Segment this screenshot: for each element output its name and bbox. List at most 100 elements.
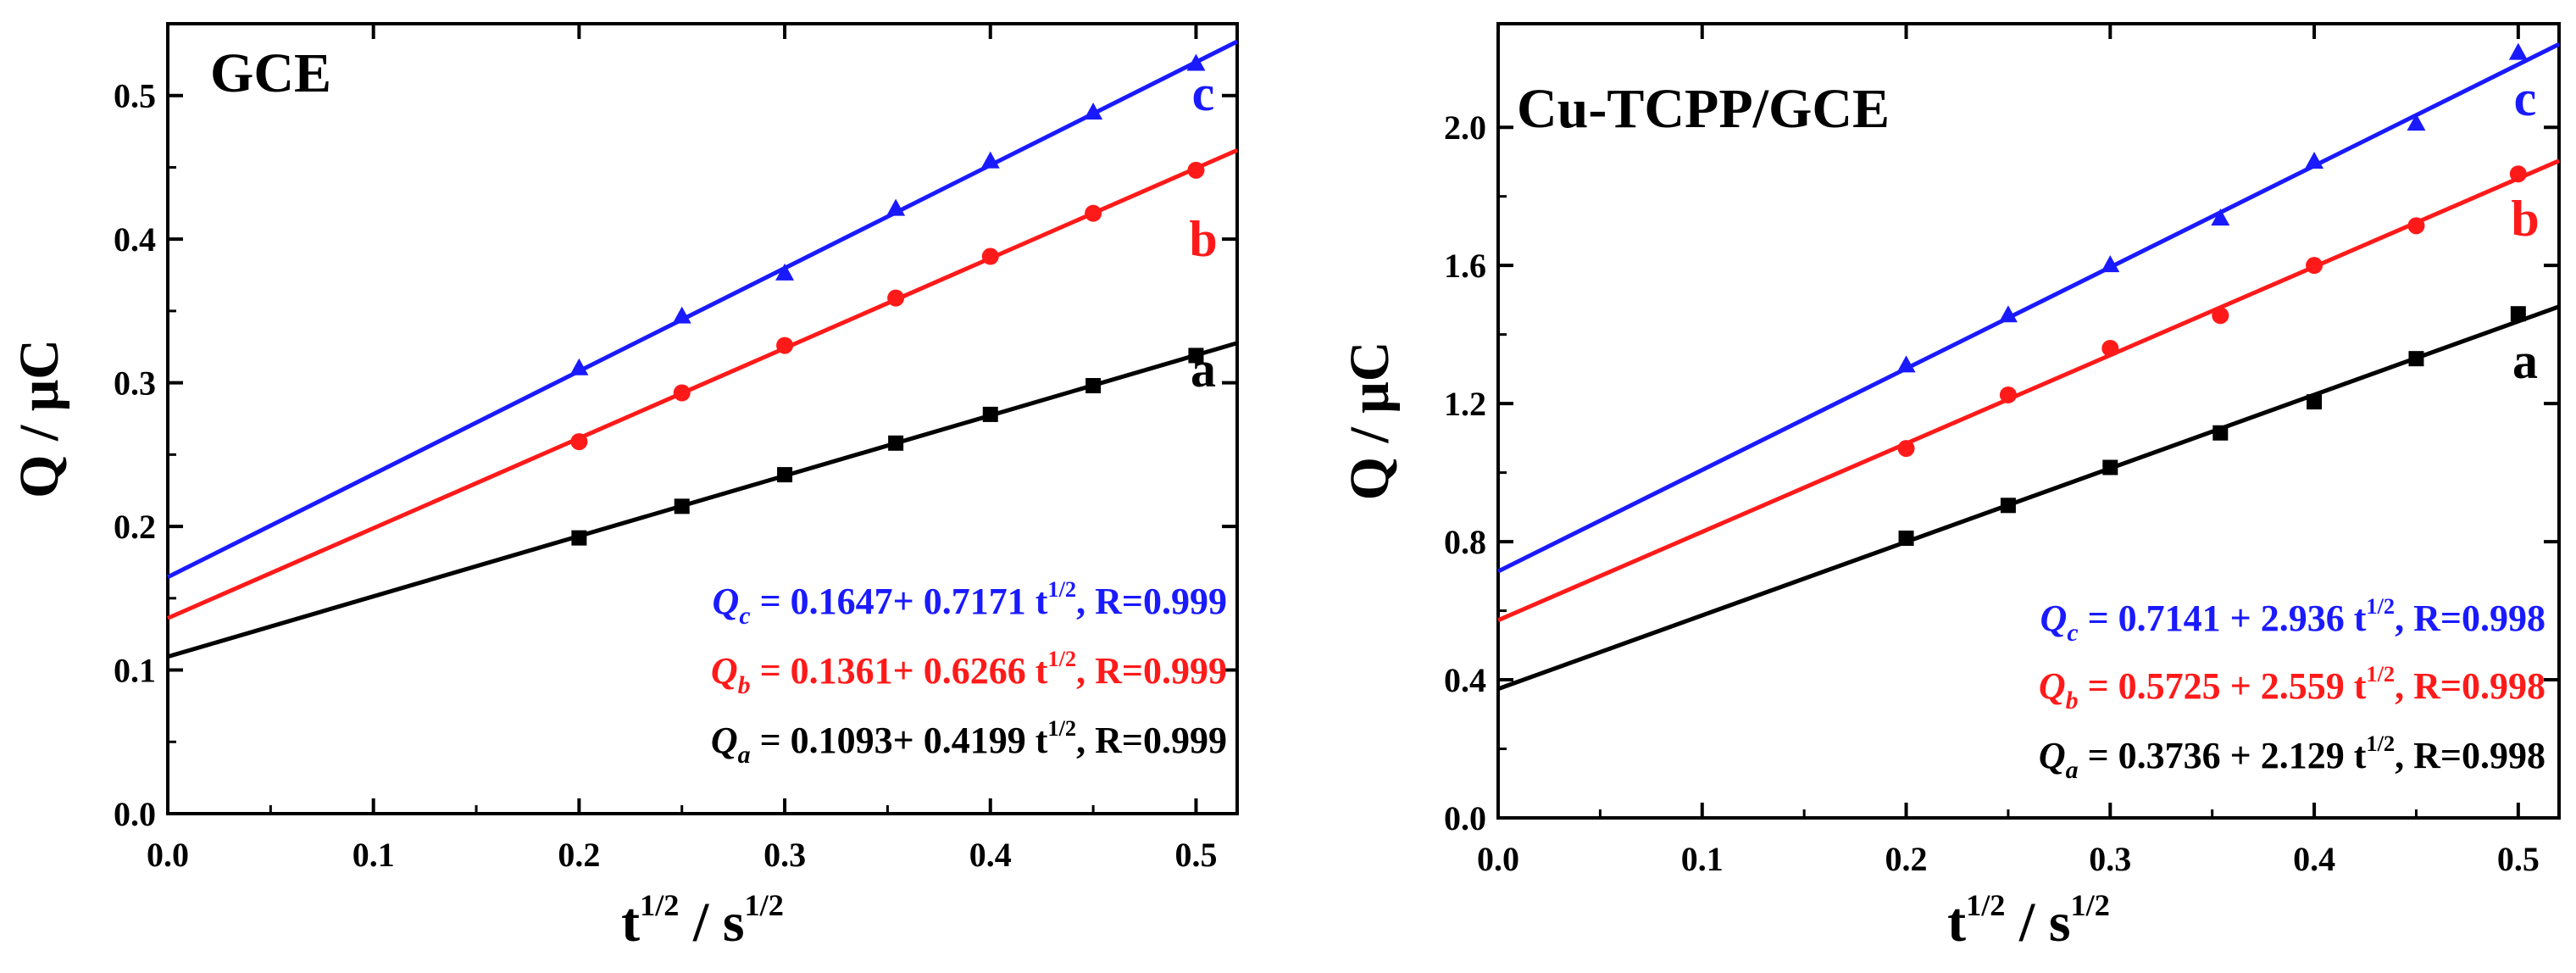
data-point-b <box>1187 161 1205 179</box>
data-point-c <box>1998 305 2018 323</box>
x-tick-label: 0.2 <box>558 836 600 874</box>
chart-panel-2: 0.0 0.1 0.2 0.3 0.4 0.5 0.0 0.4 0.8 1.2 1.6 2.0 Q / … <box>1339 22 2561 954</box>
x-tick-label: 0.5 <box>1174 836 1217 874</box>
data-point-c <box>2508 42 2528 60</box>
y-axis-title: Q / μC <box>8 339 70 498</box>
data-point-b <box>1085 204 1102 222</box>
fit-line-a <box>1497 304 2560 692</box>
x-tick-label: 0.5 <box>2497 840 2540 878</box>
fit-equation-a: Qa = 0.1093+ 0.4199 t1/2, R=0.999 <box>711 715 1227 769</box>
fit-equation-c: Qc = 0.7141 + 2.936 t1/2, R=0.998 <box>2040 593 2545 647</box>
data-point-a <box>1188 348 1204 364</box>
y-tick-label: 0.8 <box>1444 523 1486 561</box>
y-tick-label: 0.4 <box>114 220 156 259</box>
data-point-c <box>2407 114 2426 131</box>
y-tick-label: 0.0 <box>114 795 156 833</box>
y-tick-label: 2.0 <box>1444 108 1486 147</box>
data-point-a <box>888 435 904 451</box>
x-tick-label: 0.4 <box>2293 840 2335 878</box>
plot-frame <box>166 22 1239 815</box>
chart-title: GCE <box>210 42 331 104</box>
data-point-c <box>1084 103 1103 120</box>
data-point-b <box>981 247 999 265</box>
x-tick-label: 0.0 <box>1477 840 1519 878</box>
series-c: c Qc = 0.1647+ 0.7171 t1/2, R=0.999 <box>166 39 1239 630</box>
data-point-a <box>2102 459 2118 475</box>
data-point-c <box>980 151 1000 169</box>
fit-line-c <box>1496 42 2561 574</box>
x-tick-label: 0.1 <box>1681 840 1724 878</box>
x-tick-label: 0.3 <box>2089 840 2131 878</box>
data-point-a <box>777 467 793 483</box>
y-axis-title: Q / μC <box>1339 342 1401 501</box>
plot-frame <box>1496 22 2561 820</box>
data-point-c <box>775 263 795 281</box>
y-tick-label: 0.2 <box>114 508 156 546</box>
data-point-a <box>571 530 587 546</box>
x-tick-label: 0.4 <box>969 836 1012 874</box>
data-point-c <box>886 198 906 216</box>
fit-equation-b: Qb = 0.1361+ 0.6266 t1/2, R=0.999 <box>711 646 1227 699</box>
data-point-c <box>1186 53 1206 71</box>
fit-equation-c: Qc = 0.1647+ 0.7171 t1/2, R=0.999 <box>713 576 1227 630</box>
data-point-a <box>674 498 690 514</box>
data-point-b <box>2306 257 2323 275</box>
x-tick-label: 0.2 <box>1885 840 1928 878</box>
data-point-c <box>1896 355 1916 373</box>
data-point-b <box>570 433 588 451</box>
y-tick-label: 0.0 <box>1444 799 1486 837</box>
x-axis-title: t1/2 / s1/2 <box>621 888 784 954</box>
data-point-a <box>1085 378 1102 394</box>
chart-panel-1: 0.0 0.1 0.2 0.3 0.4 0.5 0.0 0.1 0.2 0.3 0.4 0.5 Q / … <box>8 22 1239 954</box>
y-tick-label: 0.5 <box>114 77 156 115</box>
chart-title: Cu-TCPP/GCE <box>1517 78 1890 140</box>
data-point-b <box>2101 339 2119 357</box>
series-label-a: a <box>1191 342 1216 398</box>
series-a: a Qa = 0.3736 + 2.129 t1/2, R=0.998 <box>1497 304 2560 784</box>
data-point-b <box>1897 440 1915 458</box>
data-point-a <box>982 406 998 422</box>
fit-equation-a: Qa = 0.3736 + 2.129 t1/2, R=0.998 <box>2039 731 2545 784</box>
x-tick-label: 0.0 <box>147 836 189 874</box>
series-a: a Qa = 0.1093+ 0.4199 t1/2, R=0.999 <box>167 341 1238 769</box>
x-tick-label: 0.3 <box>763 836 806 874</box>
series-b: b Qb = 0.1361+ 0.6266 t1/2, R=0.999 <box>166 147 1239 699</box>
data-point-b <box>2407 217 2425 235</box>
data-point-b <box>1999 386 2017 403</box>
x-tick-label: 0.1 <box>353 836 395 874</box>
data-point-a <box>2510 306 2526 322</box>
data-point-b <box>776 336 794 354</box>
fit-line-b <box>1497 158 2560 623</box>
y-tick-label: 1.6 <box>1444 247 1486 285</box>
y-tick-label: 0.4 <box>1444 661 1486 699</box>
data-point-a <box>2212 425 2229 441</box>
data-point-a <box>2000 498 2016 514</box>
fit-line-c <box>166 39 1239 580</box>
series-label-c: c <box>1192 65 1215 121</box>
data-point-b <box>2212 307 2229 325</box>
data-point-c <box>2211 208 2230 226</box>
series-label-a: a <box>2512 333 2538 389</box>
series-b: b Qb = 0.5725 + 2.559 t1/2, R=0.998 <box>1497 158 2560 714</box>
data-point-a <box>1898 531 1914 547</box>
data-point-a <box>2307 394 2323 410</box>
y-tick-label: 0.1 <box>114 652 156 690</box>
series-label-c: c <box>2514 70 2537 126</box>
fit-line-a <box>167 341 1238 659</box>
series-label-b: b <box>1189 211 1217 267</box>
data-point-c <box>2305 151 2324 169</box>
y-tick-label: 0.3 <box>114 364 156 403</box>
data-point-c <box>2101 255 2120 273</box>
data-point-b <box>2509 165 2527 183</box>
data-point-b <box>887 289 905 307</box>
series-label-b: b <box>2511 191 2539 247</box>
data-point-a <box>2408 351 2424 367</box>
fit-line-b <box>166 147 1239 620</box>
data-point-b <box>673 384 691 402</box>
fit-equation-b: Qb = 0.5725 + 2.559 t1/2, R=0.998 <box>2039 661 2545 714</box>
data-point-c <box>672 306 691 324</box>
series-c: c Qc = 0.7141 + 2.936 t1/2, R=0.998 <box>1496 42 2561 647</box>
y-tick-label: 1.2 <box>1444 385 1486 423</box>
data-point-c <box>569 358 589 375</box>
